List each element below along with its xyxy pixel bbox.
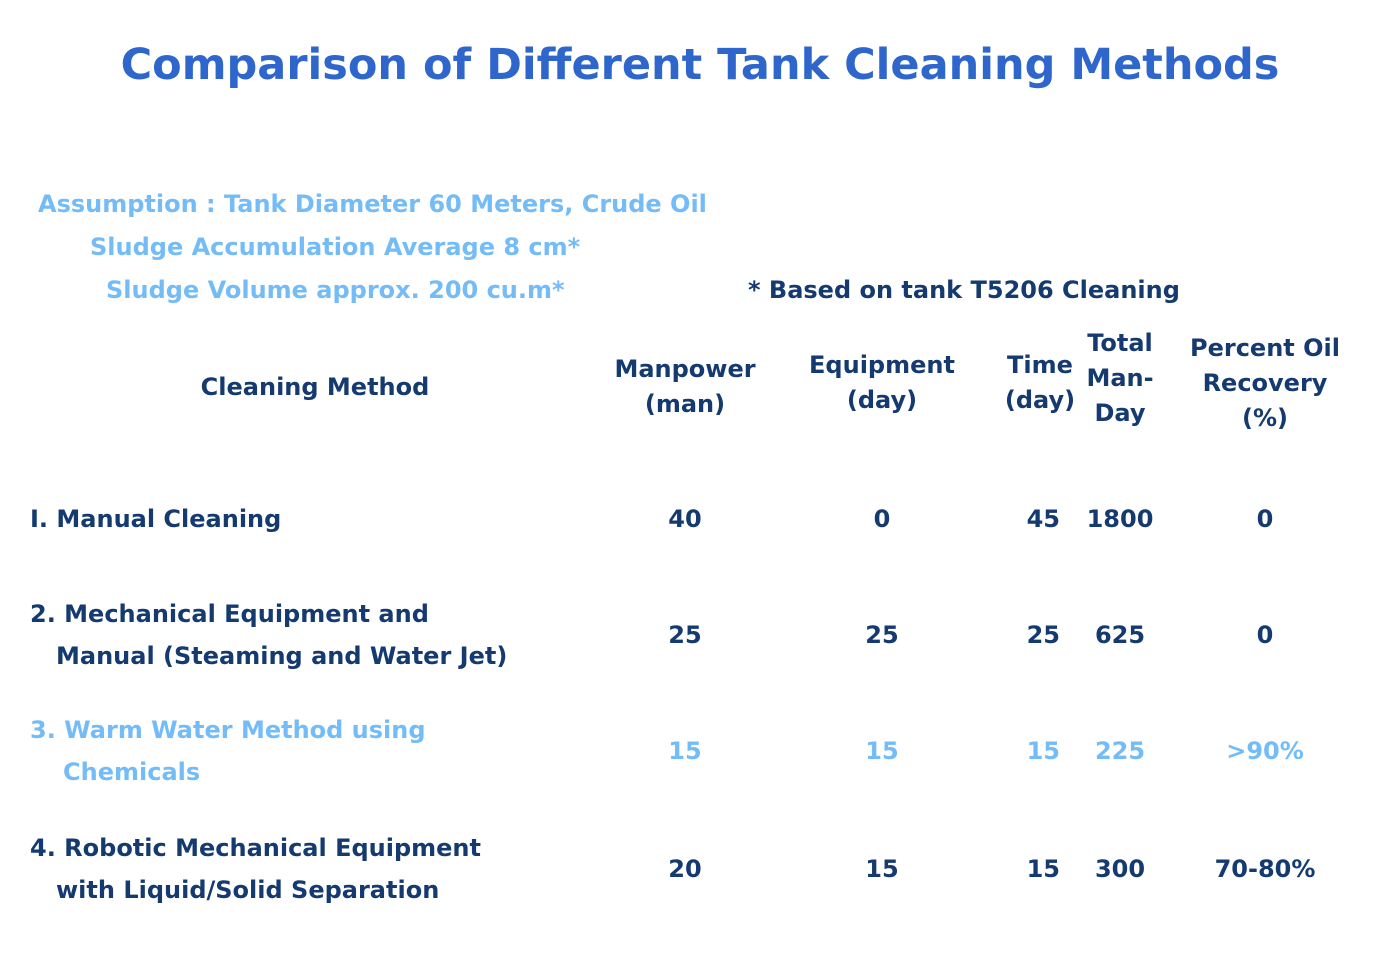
- cell-method: Manual (Steaming and Water Jet): [56, 642, 508, 670]
- cell-method: 3. Warm Water Method using: [30, 716, 426, 744]
- cell-time: 15: [1026, 855, 1060, 883]
- cell-method: 4. Robotic Mechanical Equipment: [30, 834, 481, 862]
- header-total-man-day: Total Man- Day: [1086, 329, 1154, 427]
- cell-method: I. Manual Cleaning: [30, 505, 282, 533]
- header-time: Time (day): [1004, 351, 1076, 414]
- cell-recovery: 0: [1256, 621, 1274, 649]
- assumption-line-1: Assumption : Tank Diameter 60 Meters, Cr…: [38, 190, 707, 218]
- cell-manpower: 15: [668, 737, 702, 765]
- cell-equipment: 25: [865, 621, 899, 649]
- cell-time: 15: [1026, 737, 1060, 765]
- cell-total: 625: [1094, 621, 1146, 649]
- footnote: * Based on tank T5206 Cleaning: [748, 276, 1180, 304]
- header-manpower: Manpower (man): [614, 355, 756, 418]
- cell-recovery: >90%: [1226, 737, 1304, 765]
- cell-equipment: 0: [873, 505, 891, 533]
- cell-recovery: 0: [1256, 505, 1274, 533]
- cell-method: with Liquid/Solid Separation: [56, 876, 440, 904]
- cell-total: 300: [1094, 855, 1146, 883]
- header-percent-oil-recovery: Percent Oil Recovery (%): [1190, 334, 1340, 432]
- page-title: Comparison of Different Tank Cleaning Me…: [120, 40, 1280, 90]
- cell-time: 45: [1026, 505, 1060, 533]
- header-cleaning-method: Cleaning Method: [200, 373, 430, 401]
- cell-equipment: 15: [865, 737, 899, 765]
- assumption-line-2: Sludge Accumulation Average 8 cm*: [90, 233, 581, 261]
- cell-manpower: 20: [668, 855, 702, 883]
- cell-manpower: 40: [668, 505, 702, 533]
- cell-recovery: 70-80%: [1214, 855, 1316, 883]
- cell-total: 1800: [1086, 505, 1154, 533]
- cell-manpower: 25: [668, 621, 702, 649]
- cell-method: Chemicals: [63, 758, 201, 786]
- cell-time: 25: [1026, 621, 1060, 649]
- cell-total: 225: [1094, 737, 1146, 765]
- cell-method: 2. Mechanical Equipment and: [30, 600, 429, 628]
- cell-equipment: 15: [865, 855, 899, 883]
- header-equipment: Equipment (day): [809, 351, 955, 414]
- assumption-line-3: Sludge Volume approx. 200 cu.m*: [106, 276, 565, 304]
